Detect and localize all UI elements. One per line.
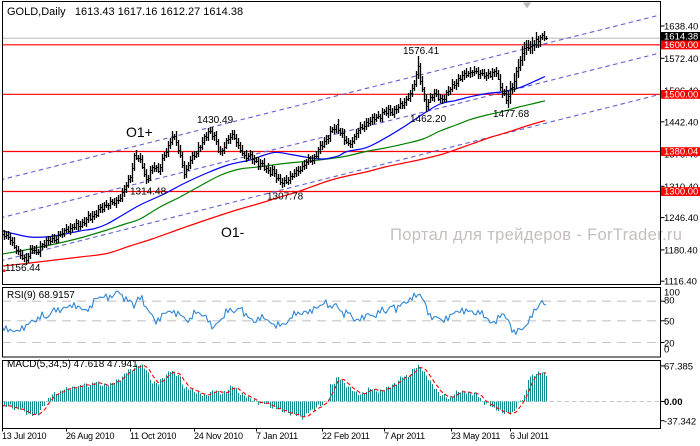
svg-text:1572.40: 1572.40 <box>664 54 698 65</box>
svg-text:1314.48: 1314.48 <box>130 187 167 198</box>
svg-text:1442.40: 1442.40 <box>664 117 698 128</box>
svg-text:O1-: O1- <box>221 224 245 240</box>
svg-text:1180.40: 1180.40 <box>664 245 698 256</box>
svg-text:1246.40: 1246.40 <box>664 213 698 224</box>
svg-text:20: 20 <box>664 338 675 349</box>
svg-text:80: 80 <box>664 296 675 307</box>
svg-text:7 Jan 2011: 7 Jan 2011 <box>256 431 298 441</box>
svg-text:7 Apr 2011: 7 Apr 2011 <box>384 431 425 441</box>
svg-text:1462.20: 1462.20 <box>410 114 447 125</box>
svg-text:1116.40: 1116.40 <box>664 277 697 288</box>
svg-text:26 Aug 2010: 26 Aug 2010 <box>66 431 115 441</box>
svg-text:22 Feb 2011: 22 Feb 2011 <box>322 431 370 441</box>
svg-text:1500.00: 1500.00 <box>664 90 698 101</box>
svg-text:6 Jul 2011: 6 Jul 2011 <box>510 431 549 441</box>
svg-text:67.385: 67.385 <box>664 362 693 373</box>
svg-text:1576.41: 1576.41 <box>403 46 440 57</box>
svg-text:1614.38: 1614.38 <box>664 32 698 43</box>
svg-text:1300.00: 1300.00 <box>664 187 698 198</box>
svg-text:13 Jul 2010: 13 Jul 2010 <box>2 431 47 441</box>
svg-text:GOLD,Daily 1613.43 1617.16 1: GOLD,Daily 1613.43 1617.16 1612.27 1614.… <box>7 6 243 18</box>
svg-text:-37.342: -37.342 <box>664 416 696 427</box>
svg-text:1156.44: 1156.44 <box>5 263 41 274</box>
svg-text:1430.49: 1430.49 <box>197 115 234 126</box>
svg-text:1600.00: 1600.00 <box>664 40 698 51</box>
svg-text:Портал для трейдеров - ForTrad: Портал для трейдеров - ForTrader.ru <box>390 225 682 244</box>
svg-text:24 Nov 2010: 24 Nov 2010 <box>194 431 243 441</box>
svg-text:11 Oct 2010: 11 Oct 2010 <box>130 431 176 441</box>
svg-text:RSI(9) 68.9157: RSI(9) 68.9157 <box>7 290 75 301</box>
svg-text:0.00: 0.00 <box>664 397 683 408</box>
svg-text:1638.40: 1638.40 <box>664 22 698 33</box>
svg-text:1307.78: 1307.78 <box>267 192 304 203</box>
svg-text:O1+: O1+ <box>126 124 153 140</box>
svg-text:1477.68: 1477.68 <box>493 109 530 120</box>
svg-text:50: 50 <box>664 317 675 328</box>
svg-text:MACD(5,34,5) 47.618 47.941: MACD(5,34,5) 47.618 47.941 <box>7 359 138 370</box>
svg-text:100: 100 <box>664 288 680 299</box>
svg-text:23 May 2011: 23 May 2011 <box>451 431 500 441</box>
svg-text:0: 0 <box>664 344 669 355</box>
svg-text:1380.04: 1380.04 <box>664 147 698 158</box>
